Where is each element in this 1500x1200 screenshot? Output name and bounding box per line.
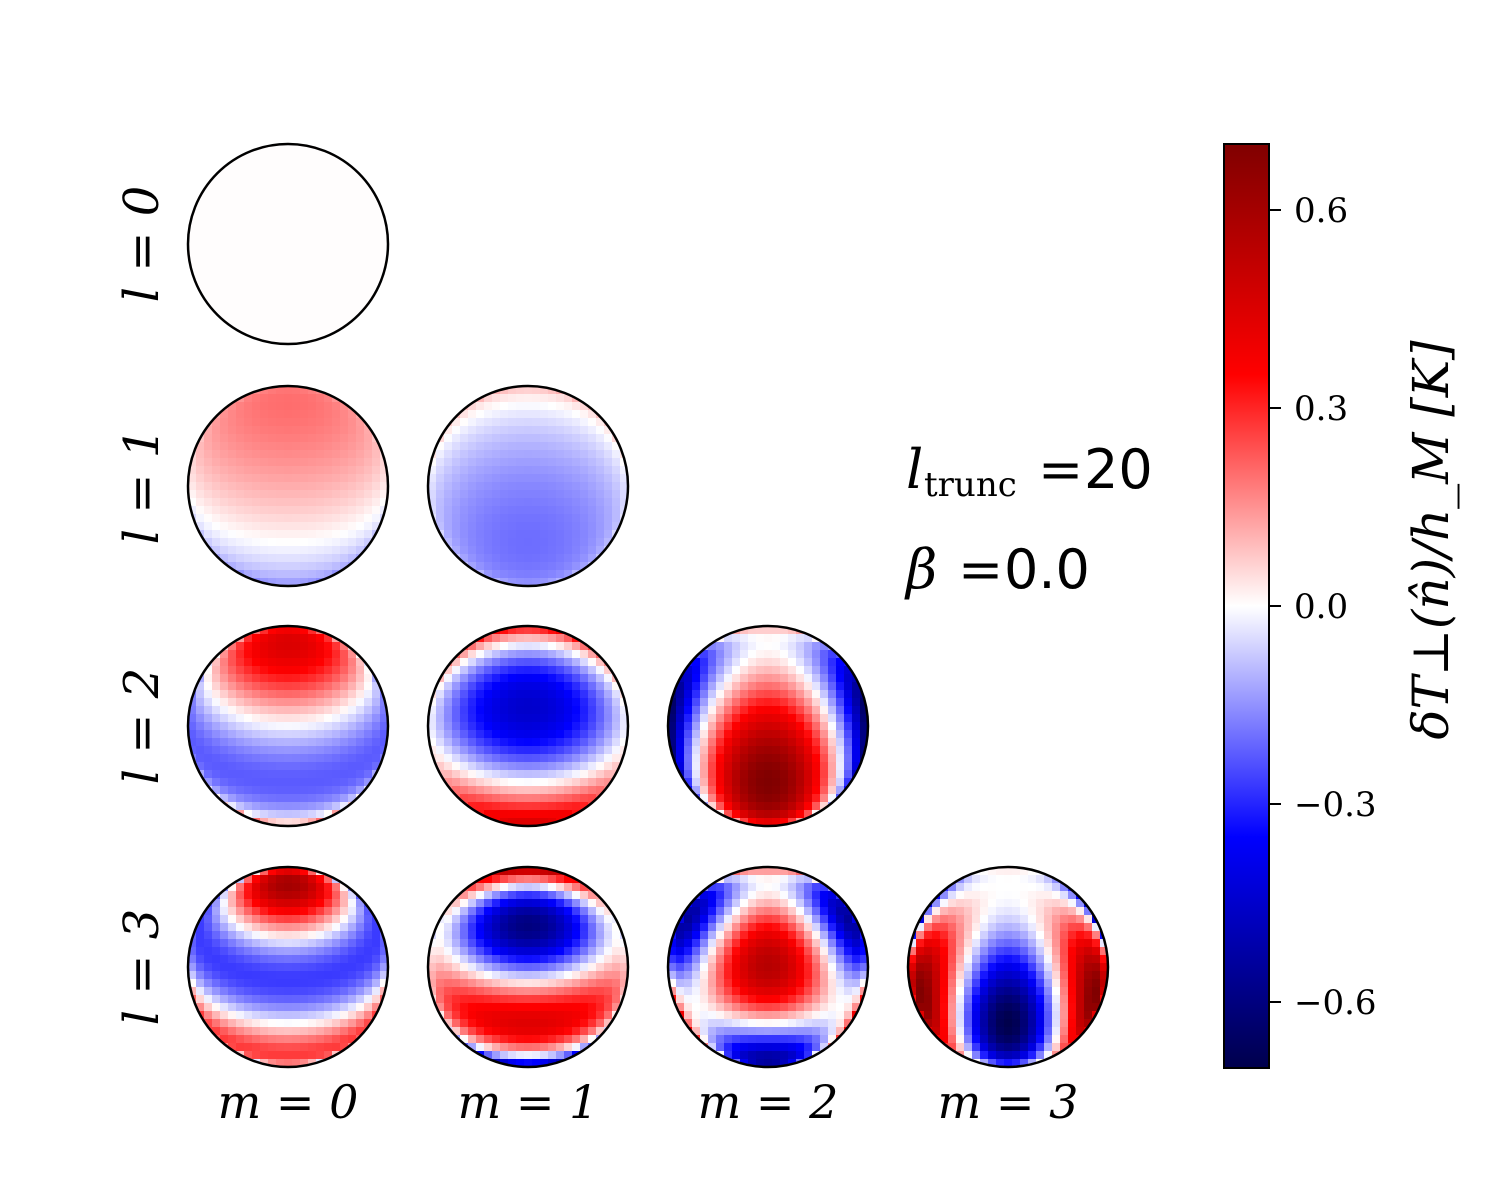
colorbar-tick-label: 0.0 <box>1294 587 1348 627</box>
colorbar-ticks: −0.6 −0.3 0.0 0.3 0.6 <box>1269 191 1377 1023</box>
colorbar: −0.6 −0.3 0.0 0.3 0.6 δT⊥(n̂)/h_M [K] <box>1223 143 1460 1069</box>
sphere-panel-l1-m0 <box>186 384 390 588</box>
annotation-ltrunc: l trunc = 20 <box>906 438 1153 505</box>
colorbar-gradient <box>1223 143 1270 1069</box>
row-labels: l = 0 l = 1 l = 2 l = 3 <box>114 186 170 1026</box>
row-label-l0: l = 0 <box>114 186 170 303</box>
colorbar-tick-label: −0.6 <box>1294 983 1377 1023</box>
colorbar-tick-label: 0.3 <box>1294 389 1348 429</box>
colorbar-label: δT⊥(n̂)/h_M [K] <box>1402 340 1460 740</box>
colorbar-tick-label: 0.6 <box>1294 191 1348 231</box>
beta-value: 0.0 <box>1004 538 1090 601</box>
sphere-panels <box>186 142 1110 1069</box>
column-labels: m = 0 m = 1 m = 2 m = 3 <box>218 1075 1079 1129</box>
sphere-panel-l3-m3 <box>906 865 1110 1069</box>
row-label-l3: l = 3 <box>114 909 170 1026</box>
colorbar-tick-label: −0.3 <box>1294 785 1377 825</box>
column-label-m2: m = 2 <box>698 1075 839 1129</box>
column-label-m3: m = 3 <box>938 1075 1079 1129</box>
sphere-panel-l3-m1 <box>426 865 630 1069</box>
sphere-panel-l2-m2 <box>666 624 870 828</box>
annotation-beta: β = 0.0 <box>904 538 1090 601</box>
row-label-l2: l = 2 <box>114 668 170 785</box>
sphere-panel-l1-m1 <box>426 384 630 588</box>
row-label-l1: l = 1 <box>114 428 170 545</box>
sphere-panel-l0-m0 <box>186 142 390 346</box>
sphere-panel-l2-m1 <box>426 624 630 828</box>
sphere-panel-l3-m2 <box>666 865 870 1069</box>
sphere-panel-l2-m0 <box>186 624 390 828</box>
ltrunc-value: 20 <box>1084 438 1153 501</box>
column-label-m1: m = 1 <box>458 1075 599 1129</box>
column-label-m0: m = 0 <box>218 1075 359 1129</box>
sphere-panel-l3-m0 <box>186 865 390 1069</box>
